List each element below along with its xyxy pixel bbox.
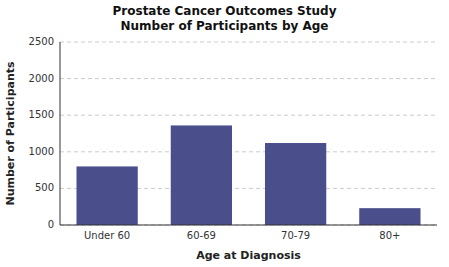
grid-line xyxy=(60,78,437,79)
title-line: Prostate Cancer Outcomes Study xyxy=(113,4,337,18)
x-axis-line xyxy=(60,225,437,226)
bar xyxy=(265,143,326,225)
bar xyxy=(171,125,232,225)
chart-svg: 0 500 1000 1500 2000 2500 Under 60 60-69 70-79 80… xyxy=(0,0,449,267)
chart-container: 0 500 1000 1500 2000 2500 Under 60 60-69 70-79 80… xyxy=(0,0,449,267)
x-tick-label: 70-79 xyxy=(281,230,310,241)
x-axis-label: Age at Diagnosis xyxy=(196,249,301,262)
y-tick-label: 2000 xyxy=(29,73,54,84)
y-tick-label: 1500 xyxy=(29,109,54,120)
grid-line xyxy=(60,225,437,226)
bar xyxy=(359,208,420,225)
x-tick-label: Under 60 xyxy=(84,230,130,241)
y-tick-label: 0 xyxy=(48,219,54,230)
y-tick-label: 500 xyxy=(35,182,54,193)
x-tick-label: 80+ xyxy=(379,230,400,241)
y-tick-label: 1000 xyxy=(29,146,54,157)
grid-line xyxy=(60,151,437,152)
title-line: Number of Participants by Age xyxy=(120,19,328,33)
x-tick-label: 60-69 xyxy=(187,230,216,241)
y-axis-line xyxy=(60,42,61,225)
y-tick-label: 2500 xyxy=(29,36,54,47)
title: Prostate Cancer Outcomes StudyNumber of … xyxy=(113,4,337,33)
grid-line xyxy=(60,42,437,43)
bar xyxy=(76,166,137,225)
bars xyxy=(76,125,420,225)
grid xyxy=(60,42,437,225)
y-axis-label: Number of Participants xyxy=(4,61,17,206)
grid-line xyxy=(60,115,437,116)
